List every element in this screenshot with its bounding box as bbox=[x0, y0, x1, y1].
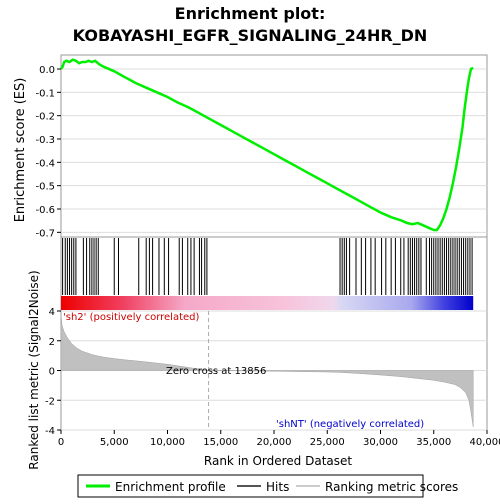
chart-title-line1: Enrichment plot: bbox=[175, 4, 326, 23]
positive-class-label: 'sh2' (positively correlated) bbox=[63, 312, 200, 323]
legend-hits-label: Hits bbox=[266, 480, 289, 494]
x-tick-label: 40,000 bbox=[470, 437, 500, 448]
legend-profile-label: Enrichment profile bbox=[115, 480, 226, 494]
ranking-color-bar bbox=[61, 296, 473, 310]
metric-tick-label: 0 bbox=[49, 367, 55, 378]
negative-class-label: 'shNT' (negatively correlated) bbox=[276, 419, 424, 430]
es-tick-label: 0.0 bbox=[39, 65, 55, 76]
metric-axis-title: Ranked list metric (Signal2Noise) bbox=[27, 270, 41, 469]
x-tick-label: 10,000 bbox=[150, 437, 185, 448]
es-tick-label: -0.6 bbox=[35, 205, 55, 216]
es-tick-label: -0.7 bbox=[35, 228, 55, 239]
es-tick-label: -0.4 bbox=[35, 158, 55, 169]
es-panel-frame bbox=[61, 55, 487, 237]
es-tick-label: -0.5 bbox=[35, 182, 55, 193]
legend-metric-label: Ranking metric scores bbox=[325, 480, 458, 494]
x-axis-title: Rank in Ordered Dataset bbox=[204, 454, 352, 468]
es-tick-label: -0.3 bbox=[35, 135, 55, 146]
x-tick-label: 20,000 bbox=[257, 437, 292, 448]
es-tick-label: -0.1 bbox=[35, 88, 55, 99]
x-tick-label: 15,000 bbox=[203, 437, 238, 448]
metric-tick-label: 4 bbox=[49, 307, 55, 318]
x-tick-label: 5,000 bbox=[100, 437, 129, 448]
metric-tick-label: 2 bbox=[49, 337, 55, 348]
es-axis-title: Enrichment score (ES) bbox=[13, 78, 28, 223]
x-tick-label: 35,000 bbox=[416, 437, 451, 448]
es-tick-label: -0.2 bbox=[35, 112, 55, 123]
x-tick-label: 30,000 bbox=[363, 437, 398, 448]
x-tick-label: 25,000 bbox=[310, 437, 345, 448]
x-tick-label: 0 bbox=[58, 437, 64, 448]
chart-title-line2: KOBAYASHI_EGFR_SIGNALING_24HR_DN bbox=[73, 26, 428, 45]
metric-tick-label: -4 bbox=[45, 426, 55, 437]
metric-tick-label: -2 bbox=[45, 396, 55, 407]
zero-cross-label: Zero cross at 13856 bbox=[166, 366, 266, 377]
